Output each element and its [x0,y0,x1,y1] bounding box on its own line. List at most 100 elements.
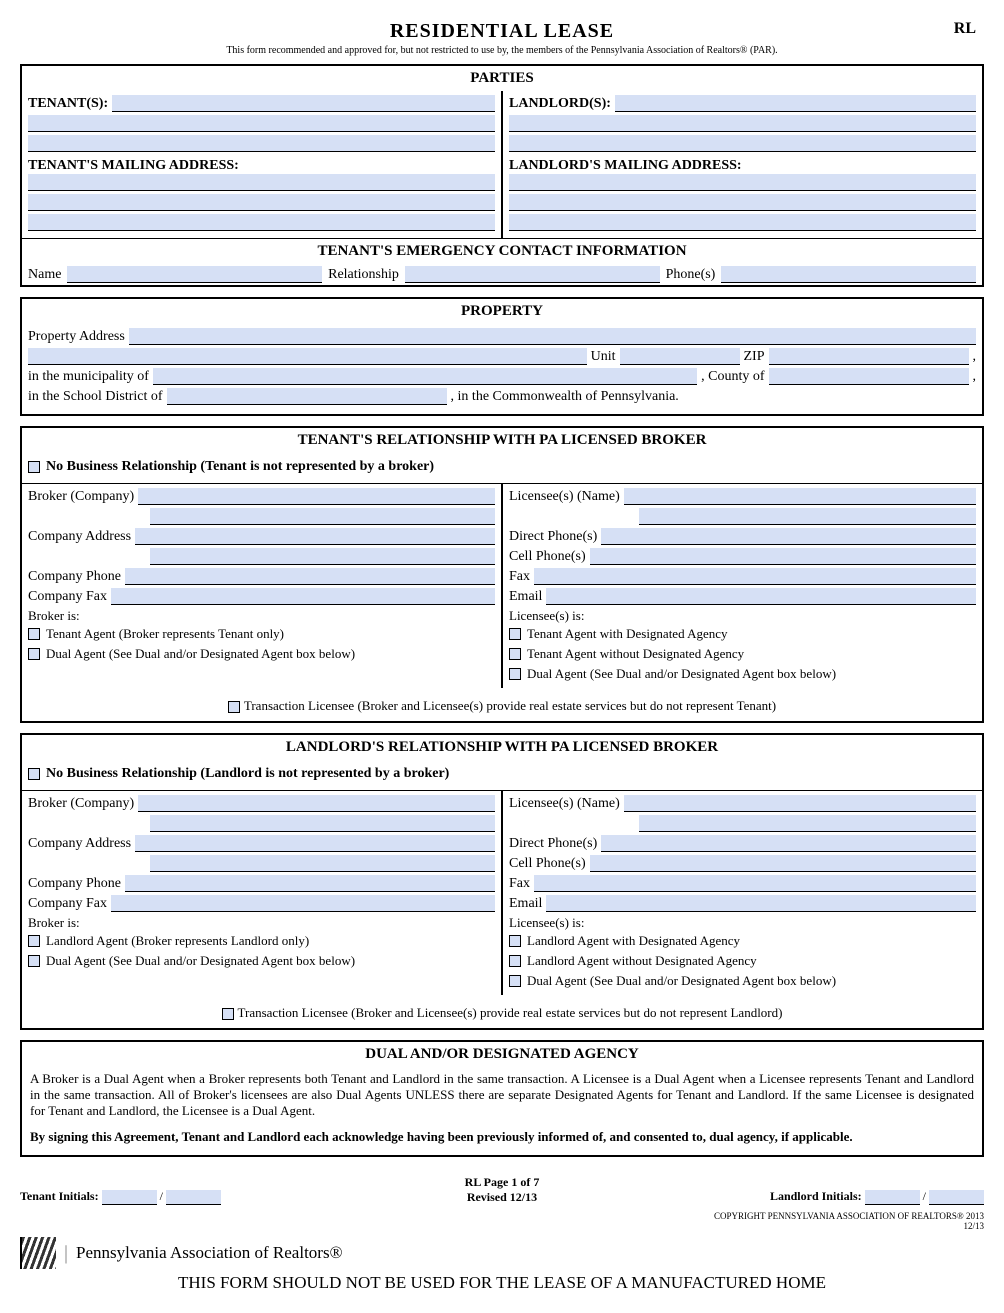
l-fax-field[interactable] [534,875,976,892]
l-lic-opt1: Landlord Agent with Designated Agency [527,933,740,949]
t-direct-phone-label: Direct Phone(s) [509,529,597,545]
t-licensee-name-label: Licensee(s) (Name) [509,489,620,505]
t-cell-phone-field[interactable] [590,548,976,565]
t-company-fax-field[interactable] [111,588,495,605]
t-email-label: Email [509,589,542,605]
dual-agency-title: DUAL AND/OR DESIGNATED AGENCY [22,1042,982,1067]
l-company-phone-field[interactable] [125,875,495,892]
property-address-field[interactable] [129,328,976,345]
l-company-addr-field[interactable] [135,835,495,852]
l-broker-company-field[interactable] [138,795,495,812]
l-direct-phone-field[interactable] [601,835,976,852]
landlords-field[interactable] [615,95,976,112]
landlord-broker-title: LANDLORD'S RELATIONSHIP WITH PA LICENSED… [22,735,982,760]
tenant-mailing-1[interactable] [28,174,495,191]
l-company-fax-label: Company Fax [28,896,107,912]
dual-agency-box: DUAL AND/OR DESIGNATED AGENCY A Broker i… [20,1040,984,1157]
tenant-mailing-3[interactable] [28,214,495,231]
l-company-phone-label: Company Phone [28,876,121,892]
t-broker-company-2[interactable] [150,508,495,525]
tenant-mailing-2[interactable] [28,194,495,211]
t-broker-company-label: Broker (Company) [28,489,134,505]
property-address-2[interactable] [28,348,587,365]
copyright-text: COPYRIGHT PENNSYLVANIA ASSOCIATION OF RE… [714,1211,984,1221]
landlord-nobiz-checkbox[interactable] [28,768,40,780]
t-company-phone-field[interactable] [125,568,495,585]
t-licensee-is: Licensee(s) is: [509,608,976,624]
tenant-mailing-label: TENANT'S MAILING ADDRESS: [28,158,495,174]
landlord-mailing-2[interactable] [509,194,976,211]
landlord-mailing-3[interactable] [509,214,976,231]
t-broker-opt2-check[interactable] [28,648,40,660]
l-txn-check[interactable] [222,1008,234,1020]
tenant-initials-2[interactable] [166,1190,221,1205]
l-email-field[interactable] [546,895,976,912]
t-company-addr-field[interactable] [135,528,495,545]
l-broker-opt2-check[interactable] [28,955,40,967]
school-district-field[interactable] [167,388,447,405]
t-direct-phone-field[interactable] [601,528,976,545]
l-licensee-is: Licensee(s) is: [509,915,976,931]
l-broker-company-2[interactable] [150,815,495,832]
l-licensee-name-field[interactable] [624,795,976,812]
landlords-field-2[interactable] [509,115,976,132]
l-direct-phone-label: Direct Phone(s) [509,836,597,852]
dual-agency-p2: By signing this Agreement, Tenant and La… [30,1129,974,1145]
l-cell-phone-field[interactable] [590,855,976,872]
t-broker-opt1-check[interactable] [28,628,40,640]
t-txn-text: Transaction Licensee (Broker and License… [244,698,776,713]
t-licensee-name-2[interactable] [639,508,976,525]
association-name: Pennsylvania Association of Realtors® [76,1243,342,1263]
t-lic-opt3-check[interactable] [509,668,521,680]
landlord-initials-1[interactable] [865,1190,920,1205]
landlords-field-3[interactable] [509,135,976,152]
t-broker-opt1: Tenant Agent (Broker represents Tenant o… [46,626,284,642]
tenant-nobiz-label: No Business Relationship (Tenant is not … [46,459,434,475]
l-broker-opt1-check[interactable] [28,935,40,947]
l-lic-opt3-check[interactable] [509,975,521,987]
l-fax-label: Fax [509,876,530,892]
tenants-field[interactable] [112,95,495,112]
t-licensee-name-field[interactable] [624,488,976,505]
l-broker-opt2: Dual Agent (See Dual and/or Designated A… [46,953,355,969]
t-txn-check[interactable] [228,701,240,713]
l-company-addr-2[interactable] [150,855,495,872]
association-logo-icon [20,1237,56,1269]
emergency-phone-label: Phone(s) [666,267,716,283]
emergency-name-field[interactable] [67,266,322,283]
zip-label: ZIP [744,349,765,365]
t-company-fax-label: Company Fax [28,589,107,605]
t-company-addr-2[interactable] [150,548,495,565]
landlord-initials-2[interactable] [929,1190,984,1205]
page-subtitle: This form recommended and approved for, … [20,45,984,56]
emergency-phone-field[interactable] [721,266,976,283]
unit-field[interactable] [620,348,740,365]
tenants-field-3[interactable] [28,135,495,152]
tenant-nobiz-checkbox[interactable] [28,461,40,473]
tenant-initials-1[interactable] [102,1190,157,1205]
municipality-label: in the municipality of [28,369,149,385]
emergency-rel-field[interactable] [405,266,660,283]
copyright-date: 12/13 [963,1221,984,1231]
landlord-mailing-1[interactable] [509,174,976,191]
tenants-field-2[interactable] [28,115,495,132]
l-licensee-name-2[interactable] [639,815,976,832]
emergency-name-label: Name [28,267,61,283]
form-code: RL [954,20,976,38]
zip-field[interactable] [769,348,969,365]
tenant-broker-title: TENANT'S RELATIONSHIP WITH PA LICENSED B… [22,428,982,453]
l-company-fax-field[interactable] [111,895,495,912]
l-lic-opt1-check[interactable] [509,935,521,947]
county-field[interactable] [769,368,969,385]
landlords-label: LANDLORD(S): [509,96,611,112]
landlord-broker-box: LANDLORD'S RELATIONSHIP WITH PA LICENSED… [20,733,984,1030]
t-lic-opt1-check[interactable] [509,628,521,640]
t-fax-field[interactable] [534,568,976,585]
property-box: PROPERTY Property Address Unit ZIP , in … [20,297,984,416]
emergency-title: TENANT'S EMERGENCY CONTACT INFORMATION [22,238,982,264]
t-broker-company-field[interactable] [138,488,495,505]
t-lic-opt2-check[interactable] [509,648,521,660]
municipality-field[interactable] [153,368,697,385]
l-lic-opt2-check[interactable] [509,955,521,967]
t-email-field[interactable] [546,588,976,605]
